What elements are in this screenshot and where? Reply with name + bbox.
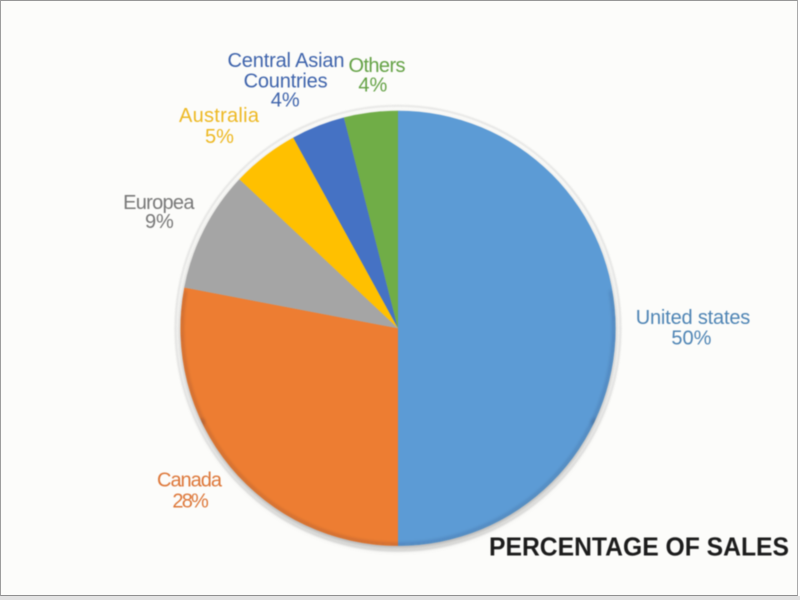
svg-text:Australia: Australia xyxy=(179,105,260,127)
svg-text:4%: 4% xyxy=(358,75,387,97)
svg-text:28%: 28% xyxy=(172,491,209,513)
svg-text:PERCENTAGE OF SALES: PERCENTAGE OF SALES xyxy=(489,531,789,561)
svg-text:4%: 4% xyxy=(271,90,300,112)
svg-text:United states: United states xyxy=(636,307,751,329)
svg-text:9%: 9% xyxy=(145,211,174,233)
svg-text:Europea: Europea xyxy=(123,192,195,214)
svg-text:Central Asian: Central Asian xyxy=(228,50,345,72)
svg-text:5%: 5% xyxy=(205,126,234,148)
svg-text:Others: Others xyxy=(349,55,406,77)
svg-text:50%: 50% xyxy=(671,328,711,350)
svg-text:Canada: Canada xyxy=(157,469,223,491)
svg-text:Countries: Countries xyxy=(244,71,328,93)
